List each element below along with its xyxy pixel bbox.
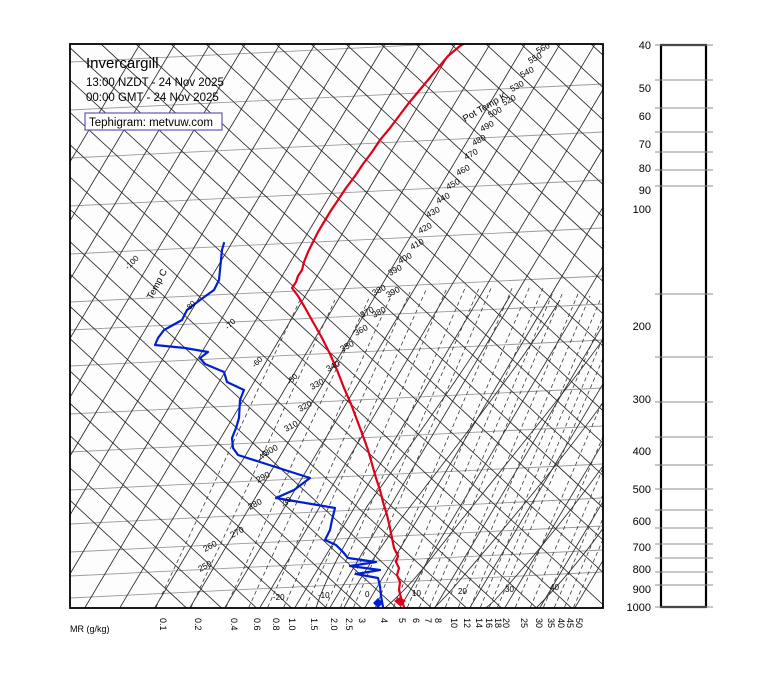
mr-tick-16: 12	[462, 618, 472, 628]
pressure-label-60: 60	[639, 111, 651, 123]
dewpoint-surface-marker	[373, 598, 383, 608]
station-title: Invercargill	[86, 55, 159, 72]
pressure-label-700: 700	[633, 542, 651, 554]
pressure-label-50: 50	[639, 83, 651, 95]
bottom-temp-labels: -20 -10 0 10 20 30 40	[273, 583, 559, 602]
mr-tick-8: 2.5	[344, 618, 354, 631]
mr-tick-13: 7	[423, 618, 433, 623]
saturated-adiabat-lines	[315, 295, 603, 608]
gmt-time-line: 00:00 GMT - 24 Nov 2025	[86, 92, 219, 104]
mr-tick-26: 50	[574, 618, 584, 628]
mr-tick-15: 10	[449, 618, 459, 628]
mr-tick-5: 1.0	[287, 618, 297, 631]
credit-label: Tephigram: metvuw.com	[89, 117, 213, 129]
pressure-label-100: 100	[633, 204, 651, 216]
dewpoint-trace	[153, 241, 385, 608]
local-time-line: 13:00 NZDT - 24 Nov 2025	[86, 77, 224, 89]
mr-tick-11: 5	[397, 618, 407, 623]
mr-tick-2: 0.4	[229, 618, 239, 631]
temperature-trace	[290, 44, 466, 608]
pressure-gridlines	[655, 44, 713, 608]
header-block: Invercargill 13:00 NZDT - 24 Nov 2025 00…	[84, 55, 224, 131]
mr-tick-25: 45	[565, 618, 575, 628]
pressure-label-500: 500	[633, 484, 651, 496]
mr-tick-1: 0.2	[193, 618, 203, 631]
plot-frame	[69, 43, 604, 609]
mr-tick-24: 40	[556, 618, 566, 628]
mr-tick-0: 0.1	[158, 618, 168, 631]
bottom-temp-40: 40	[550, 583, 559, 592]
mixing-ratio-axis: MR (g/kg) 0.1 0.2 0.4 0.6 0.8 1.0 1.5 2.…	[70, 618, 584, 634]
mr-tick-9: 3	[357, 618, 367, 623]
mr-tick-20: 20	[501, 618, 511, 628]
pressure-label-70: 70	[639, 139, 651, 151]
credit-box[interactable]	[84, 112, 223, 131]
bottom-temp-10: 10	[412, 589, 421, 598]
mr-tick-22: 30	[534, 618, 544, 628]
pressure-label-900: 900	[633, 584, 651, 596]
mr-tick-18: 16	[484, 618, 494, 628]
pressure-label-80: 80	[639, 163, 651, 175]
mixing-ratio-lines	[155, 285, 603, 608]
mr-tick-7: 2.0	[329, 618, 339, 631]
temperature-surface-marker	[394, 597, 406, 606]
mr-tick-3: 0.6	[252, 618, 262, 631]
mr-tick-21: 25	[519, 618, 529, 628]
isentrope-label-560: 560	[534, 40, 551, 56]
mr-tick-10: 4	[379, 618, 389, 623]
mr-tick-17: 14	[474, 618, 484, 628]
mr-tick-23: 35	[546, 618, 556, 628]
pressure-label-300: 300	[633, 394, 651, 406]
mr-tick-14: 8	[433, 618, 443, 623]
pressure-label-90: 90	[639, 185, 651, 197]
bottom-temp-20: 20	[458, 587, 467, 596]
wind-panel-frame	[659, 43, 708, 609]
pressure-tick-labels: 40 50 60 70 80 90 100 200 300 400 500 60…	[627, 40, 651, 614]
mr-tick-19: 18	[493, 618, 503, 628]
mr-tick-4: 0.8	[271, 618, 281, 631]
mr-axis-label: MR (g/kg)	[70, 624, 110, 634]
mr-tick-6: 1.5	[309, 618, 319, 631]
bottom-temp-0: 0	[365, 590, 370, 599]
mr-tick-12: 6	[411, 618, 421, 623]
pressure-label-40: 40	[639, 40, 651, 52]
isobar-lines	[70, 44, 603, 599]
pressure-label-800: 800	[633, 564, 651, 576]
pressure-label-200: 200	[633, 321, 651, 333]
isentrope-lines	[70, 44, 603, 608]
bottom-temp--10: -10	[318, 591, 330, 600]
pressure-label-400: 400	[633, 446, 651, 458]
bottom-temp-30: 30	[505, 585, 514, 594]
pressure-label-1000: 1000	[627, 602, 651, 614]
bottom-temp--20: -20	[273, 593, 285, 602]
pressure-label-600: 600	[633, 516, 651, 528]
wind-profile-panel: 40 50 60 70 80 90 100 200 300 400 500 60…	[627, 40, 713, 614]
